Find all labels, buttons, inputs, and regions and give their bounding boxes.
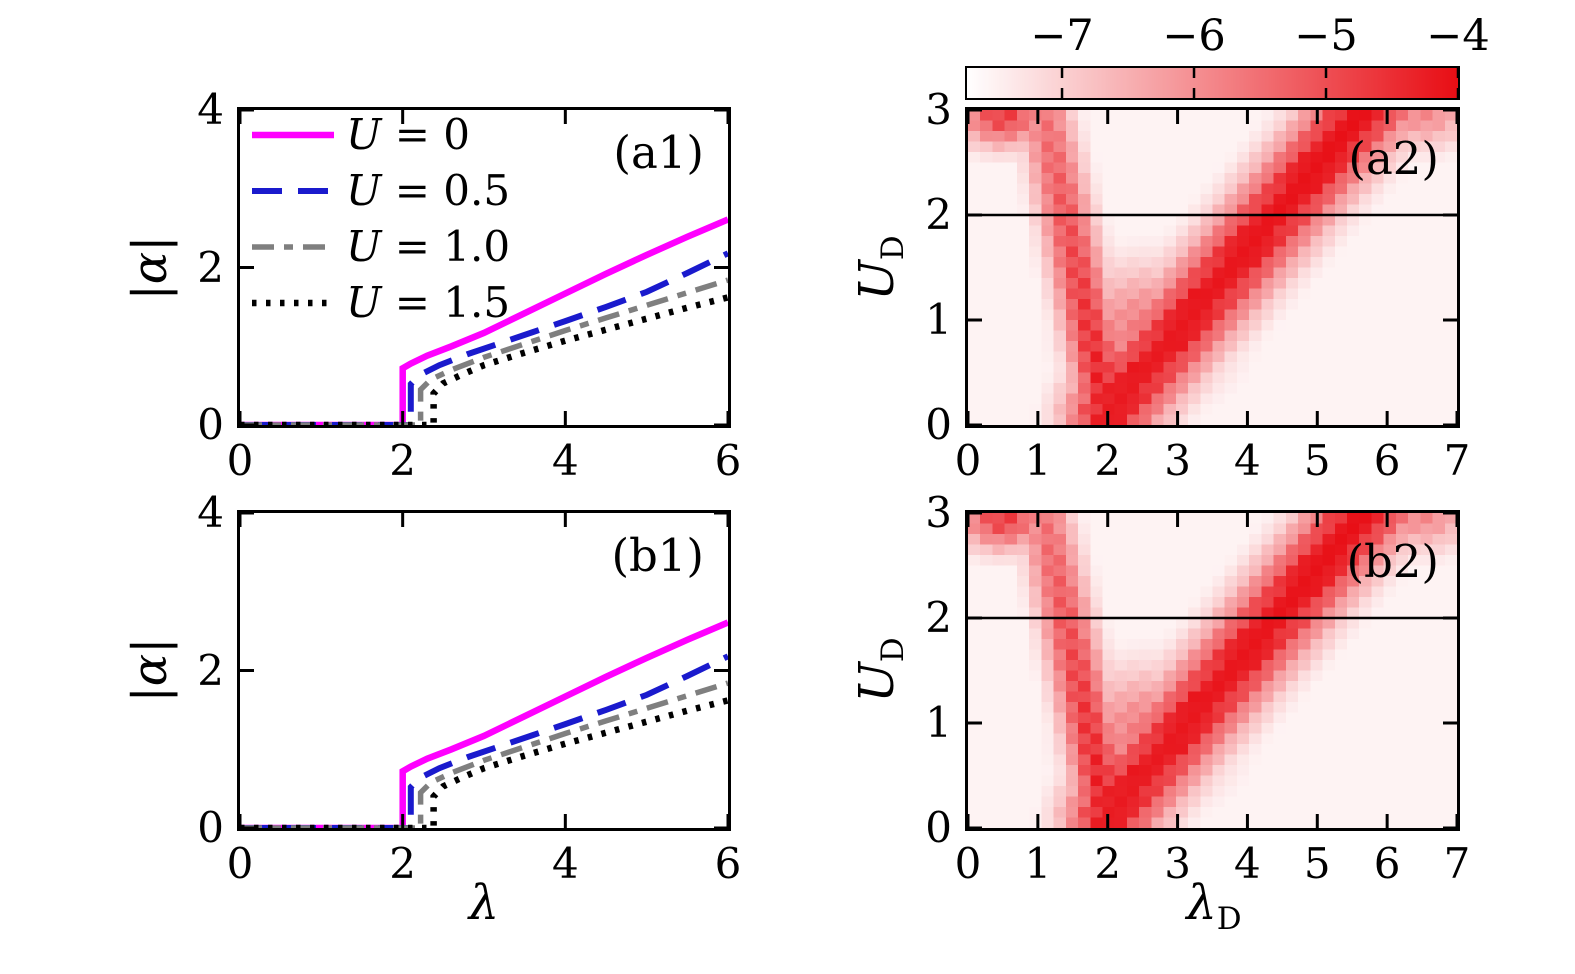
b2-xlabel-subscript: D [1216,901,1242,937]
y-tick-label: 2 [925,190,952,239]
x-tick-label: 2 [1094,436,1122,485]
y-tick-label: 0 [197,400,224,449]
y-tick-label: 2 [197,242,224,292]
x-tick-label: 4 [1234,839,1261,888]
x-tick-label: 5 [1303,436,1331,485]
x-tick-label: 5 [1303,839,1331,888]
panel-label-a1: (a1) [613,126,704,179]
legend-label: U = 0.5 [346,166,511,215]
line-plot [240,110,728,425]
x-tick-label: 6 [1373,436,1401,485]
legend-label: U = 0 [346,110,471,159]
series-curve [240,619,728,828]
colorbar: −7 −6 −5 −4 [965,11,1490,100]
series-curve [240,277,728,425]
colorbar-tick-label: −6 [1162,11,1226,61]
b2-xlabel-symbol: λ [1186,875,1217,931]
b2-ylabel-symbol: U [849,662,905,703]
y-tick-label: 0 [925,803,952,852]
y-tick-label: 4 [197,85,224,134]
x-tick-label: 7 [1443,839,1471,888]
x-tick-label: 6 [714,839,742,888]
b2-x-axis-label: λD [1186,875,1241,937]
x-tick-label: 3 [1164,436,1191,485]
colorbar-gradient [967,68,1458,98]
colorbar-ticks [1060,68,1458,98]
x-tick-label: 4 [551,436,579,485]
x-tick-label: 2 [389,839,417,888]
x-tick-label: 1 [1024,436,1052,485]
y-tick-label: 1 [925,698,952,747]
a2-ylabel-symbol: U [849,260,905,301]
y-tick-label: 1 [925,295,952,344]
series-curve [240,216,728,425]
x-tick-label: 7 [1443,436,1471,485]
x-tick-label: 6 [714,436,742,485]
colorbar-tick-label: −4 [1426,11,1490,61]
y-tick-label: 4 [197,488,224,537]
panel-b1: (b1) 0 2 4 6 0 2 4 [197,488,741,888]
series-curve [240,680,728,828]
series-curve [240,697,728,828]
y-tick-label: 3 [925,85,952,134]
a1-y-axis-label: |α| [122,235,178,301]
heatmap-overlay [968,110,1457,425]
b1-y-axis-label: |α| [122,637,178,703]
panel-label-b1: (b1) [611,529,704,582]
x-tick-label: 6 [1373,839,1401,888]
b2-y-axis-label: UD [849,637,911,702]
series-curve [240,250,728,425]
heatmap-canvas [968,513,1457,828]
panel-a1: (a1) U = 0 U = 0.5 U = 1.0 U = 1.5 0 2 4 6 0 2 4 [197,85,741,485]
heatmap-overlay [968,513,1457,828]
y-tick-label: 0 [925,400,952,449]
x-tick-label: 0 [954,839,982,888]
x-tick-label: 2 [389,436,417,485]
legend-label: U = 1.0 [346,222,511,271]
colorbar-tick-label: −5 [1294,11,1358,61]
a2-y-axis-label: UD [849,235,911,300]
y-tick-label: 0 [197,803,224,852]
series-curve [240,294,728,425]
panel-label-b2: (b2) [1346,535,1439,588]
colorbar-tick-label: −7 [1030,11,1094,61]
x-tick-label: 1 [1024,839,1052,888]
x-tick-label: 4 [1234,436,1261,485]
heatmap-canvas [968,110,1457,425]
x-tick-label: 0 [226,436,254,485]
legend-label: U = 1.5 [346,278,511,327]
panel-label-a2: (a2) [1348,132,1439,185]
x-tick-label: 0 [954,436,982,485]
x-tick-label: 4 [551,839,579,888]
y-tick-label: 3 [925,488,952,537]
x-tick-label: 0 [226,839,254,888]
b1-x-axis-label: λ [468,875,500,931]
a2-ylabel-subscript: D [875,235,911,261]
y-tick-label: 2 [197,645,224,695]
series-curve [240,653,728,828]
line-plot [240,513,728,828]
x-tick-label: 3 [1164,839,1191,888]
b2-ylabel-subscript: D [875,637,911,663]
x-tick-label: 2 [1094,839,1122,888]
y-tick-label: 2 [925,593,952,642]
